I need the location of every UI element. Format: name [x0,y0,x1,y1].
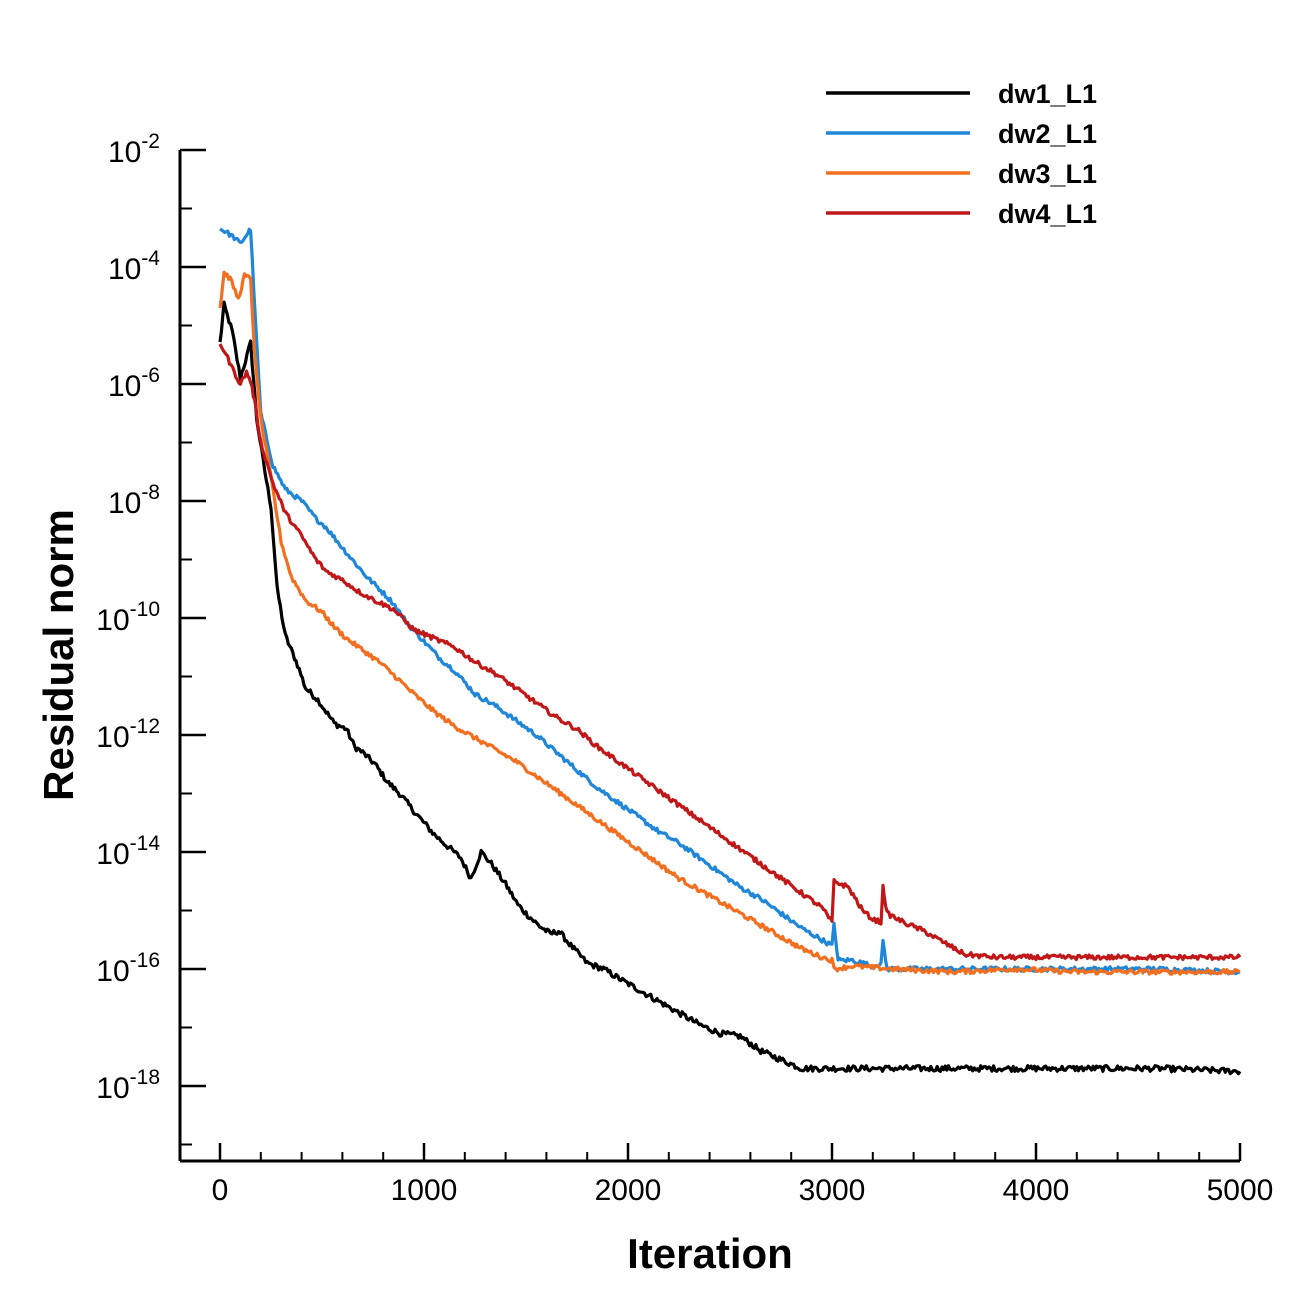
y-tick-label: 10-8 [108,481,160,520]
y-tick-label: 10-2 [108,130,160,169]
y-tick-label: 10-6 [108,364,160,403]
x-tick-label: 3000 [799,1174,866,1207]
x-tick-label: 0 [212,1174,229,1207]
series-line-dw4_L1 [218,343,1242,962]
y-tick-label: 10-10 [96,598,160,637]
axes-layer [178,150,1240,1163]
legend-label-dw1_L1: dw1_L1 [998,79,1097,109]
series-line-dw1_L1 [218,300,1242,1076]
series-layer [218,227,1242,1076]
x-axis-title: Iteration [627,1230,793,1277]
y-tick-label: 10-14 [96,832,160,871]
x-tick-label: 1000 [391,1174,458,1207]
y-tick-label: 10-12 [96,715,160,754]
y-tick-label: 10-16 [96,949,160,988]
y-axis-title: Residual norm [35,509,82,801]
legend-label-dw3_L1: dw3_L1 [998,159,1097,189]
x-tick-label: 2000 [595,1174,662,1207]
tick-layer: 0 1000 2000 3000 4000 5000 10-2 10-4 10-6 10-8 10-… [96,130,1273,1207]
legend-label-dw2_L1: dw2_L1 [998,119,1097,149]
series-line-dw3_L1 [218,270,1241,976]
legend: dw1_L1 dw2_L1 dw3_L1 dw4_L1 [826,79,1097,229]
x-tick-label: 4000 [1003,1174,1070,1207]
legend-label-dw4_L1: dw4_L1 [998,199,1097,229]
y-tick-label: 10-18 [96,1066,160,1105]
y-tick-label: 10-4 [108,247,160,286]
x-tick-label: 5000 [1207,1174,1274,1207]
